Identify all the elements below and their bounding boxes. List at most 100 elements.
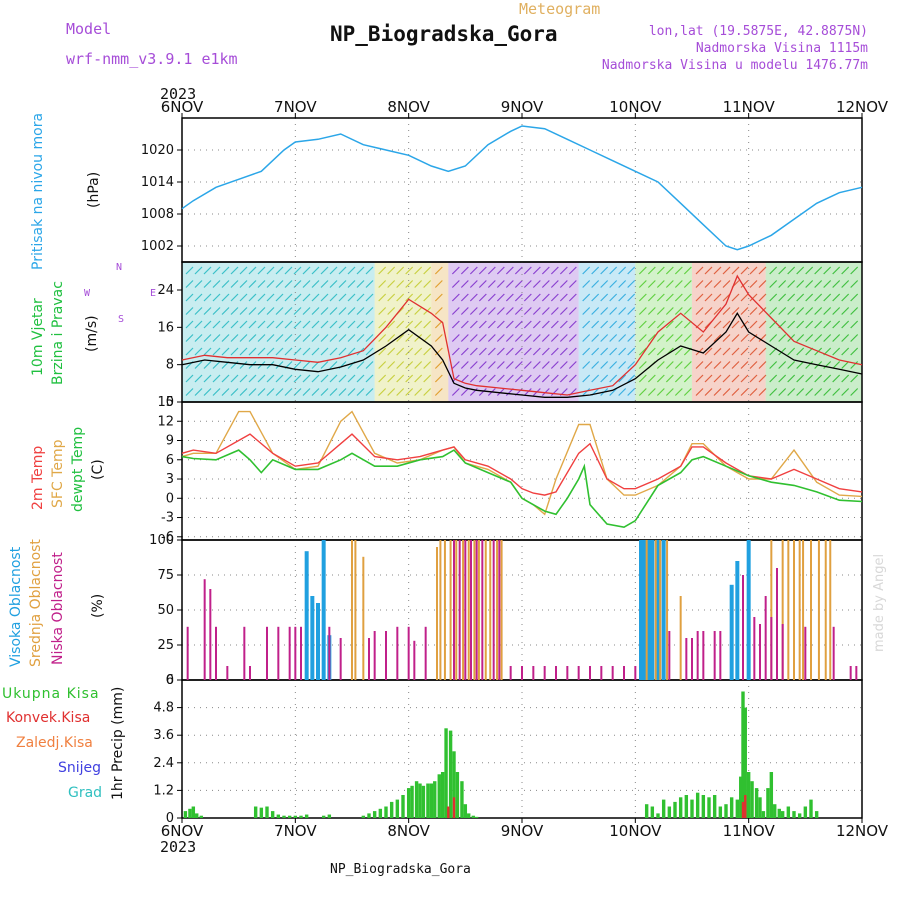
wind-barb xyxy=(505,374,514,383)
wind-barb xyxy=(778,374,787,383)
page-title: NP_Biogradska_Gora xyxy=(330,22,558,46)
precip-bar xyxy=(444,728,448,818)
cloud-bar xyxy=(804,626,807,680)
wind-barb xyxy=(239,334,248,342)
wind-barb xyxy=(239,293,248,302)
y-tick-label: 0 xyxy=(166,811,174,826)
wind-barb xyxy=(749,347,758,356)
wind-barb xyxy=(841,266,850,275)
precip-bar xyxy=(421,785,426,818)
wind-barb xyxy=(683,266,692,275)
y-tick-label: 6 xyxy=(166,673,174,688)
wind-barb xyxy=(787,307,796,315)
precip-bar xyxy=(299,815,303,818)
cloud-bar xyxy=(654,540,657,680)
precip-bar xyxy=(707,797,711,818)
wind-barb xyxy=(769,280,778,288)
wind-barb xyxy=(695,293,704,302)
cloud-bar xyxy=(666,540,669,680)
x-tick-label-bottom: 6NOV xyxy=(161,822,204,840)
wind-barb xyxy=(541,293,550,302)
wind-barb xyxy=(203,307,212,315)
wind-barb xyxy=(203,347,212,356)
wind-barb xyxy=(740,347,749,356)
wind-barb xyxy=(194,320,203,329)
precip-bar xyxy=(780,811,785,818)
wind-barb xyxy=(329,347,338,356)
wind-barb xyxy=(302,320,311,329)
wind-barb xyxy=(451,334,460,342)
wind-barb xyxy=(823,388,832,396)
wind-barb xyxy=(338,266,347,275)
cloud-bar xyxy=(521,666,523,680)
y-tick-label: 0 xyxy=(166,673,174,688)
wind-barb xyxy=(731,347,740,356)
wind-barb xyxy=(275,388,284,396)
wind-barb xyxy=(850,388,859,396)
wind-barb xyxy=(638,347,647,356)
wind-barb xyxy=(185,280,194,288)
wind-barb xyxy=(284,293,293,302)
lonlat-label: lon,lat (19.5875E, 42.8875N) xyxy=(648,24,868,39)
wind-barb xyxy=(683,361,692,369)
cloud-bar xyxy=(787,540,790,680)
y-tick-label: 1002 xyxy=(141,239,174,254)
wind-barb xyxy=(600,374,609,383)
wind-barb xyxy=(356,388,365,396)
wind-barb xyxy=(695,374,704,383)
wind-barb xyxy=(221,374,230,383)
cloud-bar xyxy=(316,603,320,680)
wind-barb xyxy=(487,347,496,356)
wind-barb xyxy=(559,347,568,356)
wind-barb xyxy=(740,280,749,288)
wind-barb xyxy=(230,280,239,288)
wind-barb xyxy=(302,347,311,356)
wind-barb xyxy=(212,334,221,342)
cloud-bar xyxy=(243,626,246,680)
wind-barb xyxy=(347,280,356,288)
wind-barb xyxy=(423,334,432,342)
wind-barb xyxy=(203,374,212,383)
wind-barb xyxy=(414,347,423,356)
precip-bar xyxy=(474,816,479,818)
wind-barb xyxy=(329,280,338,288)
wind-barb xyxy=(212,388,221,396)
wind-barb xyxy=(841,388,850,396)
wind-barb xyxy=(221,347,230,356)
dewpoint-line xyxy=(181,449,863,529)
wind-barb xyxy=(434,347,443,356)
wind-barb xyxy=(423,280,432,288)
wind-barb xyxy=(203,266,212,275)
wind-barb xyxy=(347,347,356,356)
precip-bar xyxy=(378,808,383,818)
wind-barb xyxy=(722,293,731,302)
wind-barb xyxy=(329,293,338,302)
wind-barb xyxy=(758,374,767,383)
cloud-bar xyxy=(266,626,268,680)
wind-barb xyxy=(469,320,478,329)
y-tick-label: 8 xyxy=(166,358,174,373)
wind-barb xyxy=(683,307,692,315)
precip-bar xyxy=(389,801,394,818)
wind-barb xyxy=(769,293,778,302)
y-tick-label: 25 xyxy=(157,638,174,653)
wind-barb xyxy=(656,280,665,288)
wind-barb xyxy=(293,320,302,329)
x-tick-label-top: 10NOV xyxy=(609,98,662,116)
wind-barb xyxy=(248,374,257,383)
wind-barb xyxy=(778,347,787,356)
wind-barb xyxy=(414,266,423,275)
precip-bar xyxy=(287,815,292,818)
wind-barb xyxy=(212,307,221,315)
wind-barb xyxy=(814,334,823,342)
wind-barb xyxy=(311,280,320,288)
wind-barb xyxy=(284,266,293,275)
wind-barb xyxy=(814,307,823,315)
wind-barb xyxy=(769,307,778,315)
wind-barb xyxy=(338,307,347,315)
wind-barb xyxy=(347,374,356,383)
wind-barb xyxy=(731,388,740,396)
legend-snow: Snijeg xyxy=(58,760,102,776)
cloud-bar xyxy=(639,540,643,680)
wind-barb xyxy=(683,388,692,396)
